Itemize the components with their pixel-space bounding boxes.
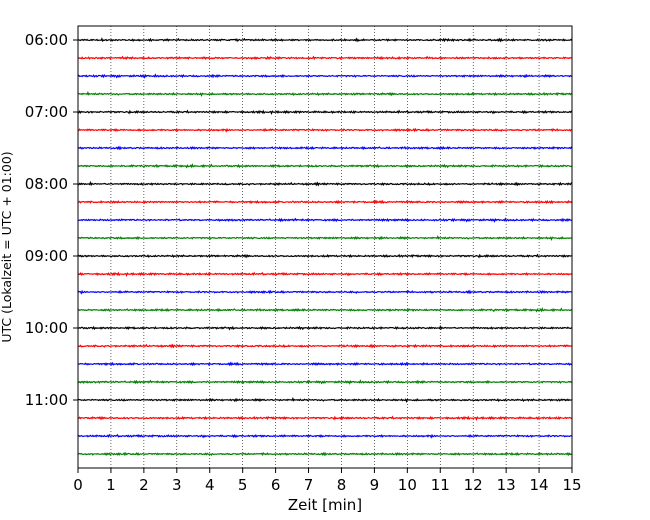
trace-16 [77, 307, 573, 313]
x-tick-label-0: 0 [73, 476, 83, 494]
trace-group [77, 37, 573, 457]
x-tick-label-15: 15 [562, 476, 581, 494]
y-axis-label: UTC (Lokalzeit = UTC + 01:00) [0, 151, 14, 342]
x-axis-label: Zeit [min] [288, 496, 362, 514]
x-tick-label-9: 9 [370, 476, 380, 494]
x-tick-label-13: 13 [497, 476, 516, 494]
y-tick-label-09:00: 09:00 [25, 247, 68, 265]
x-tick-label-7: 7 [304, 476, 314, 494]
plot-frame [77, 25, 573, 469]
trace-22 [77, 415, 573, 422]
x-tick-label-6: 6 [271, 476, 281, 494]
trace-18 [77, 343, 573, 349]
trace-15 [77, 289, 573, 295]
x-tick-label-2: 2 [139, 476, 149, 494]
trace-8 [77, 163, 573, 169]
trace-14 [77, 271, 573, 278]
trace-10 [77, 199, 573, 205]
trace-24 [77, 451, 573, 457]
trace-11 [77, 217, 573, 223]
trace-9 [77, 180, 573, 187]
trace-6 [77, 127, 573, 133]
trace-23 [77, 433, 573, 439]
x-tick-label-4: 4 [205, 476, 215, 494]
trace-4 [77, 91, 573, 98]
x-tick-label-8: 8 [337, 476, 347, 494]
y-tick-label-06:00: 06:00 [25, 31, 68, 49]
trace-17 [77, 324, 573, 331]
trace-13 [77, 253, 573, 259]
trace-5 [77, 109, 573, 116]
y-tick-label-08:00: 08:00 [25, 175, 68, 193]
trace-1 [77, 37, 573, 43]
trace-20 [77, 379, 573, 385]
y-tick-label-10:00: 10:00 [25, 319, 68, 337]
x-tick-label-3: 3 [172, 476, 182, 494]
x-tick-label-5: 5 [238, 476, 248, 494]
x-axis: 0 1 2 3 4 5 6 7 8 9 10 11 12 13 14 15 [73, 468, 582, 494]
trace-21 [77, 397, 573, 404]
x-tick-label-10: 10 [398, 476, 417, 494]
trace-12 [77, 235, 573, 242]
x-tick-label-11: 11 [431, 476, 450, 494]
trace-7 [77, 145, 573, 151]
y-axis: 06:00 07:00 08:00 09:00 10:00 11:00 [25, 31, 78, 409]
trace-2 [77, 55, 573, 61]
y-tick-label-11:00: 11:00 [25, 391, 68, 409]
y-tick-label-07:00: 07:00 [25, 103, 68, 121]
x-tick-label-1: 1 [106, 476, 116, 494]
x-tick-label-12: 12 [464, 476, 483, 494]
trace-3 [77, 73, 573, 79]
x-tick-label-14: 14 [530, 476, 549, 494]
trace-19 [77, 361, 573, 367]
